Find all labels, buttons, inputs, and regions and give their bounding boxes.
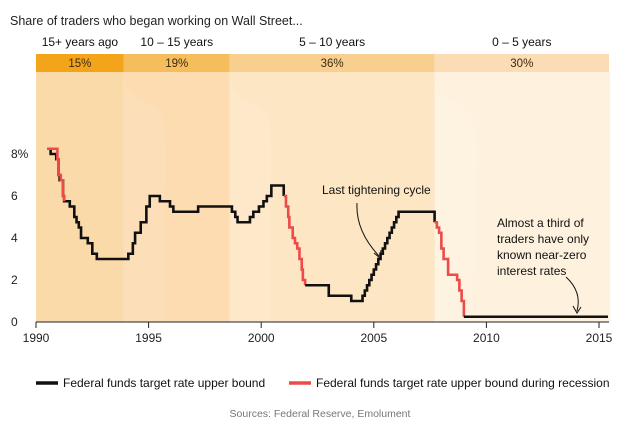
series-red-segment-1 <box>283 194 307 286</box>
legend-label-black: Federal funds target rate upper bound <box>63 376 265 390</box>
y-tick-label-1: 2 <box>11 273 18 287</box>
cohort-share-2: 36% <box>321 58 344 70</box>
y-tick-label-2: 4 <box>11 231 18 245</box>
cohort-share-3: 30% <box>510 58 533 70</box>
cohort-band-layer: 15% 15+ years ago 19% 10 – 15 years 36% 5 – 1… <box>36 35 609 72</box>
legend-label-red: Federal funds target rate upper bound du… <box>316 376 610 390</box>
x-tick-label-1: 1995 <box>135 331 162 345</box>
cohort-bg-0 <box>36 72 124 322</box>
cohort-label-2: 5 – 10 years <box>299 35 365 49</box>
x-tick-label-2: 2000 <box>248 331 275 345</box>
cohort-share-1: 19% <box>165 58 188 70</box>
x-tick-label-0: 1990 <box>23 331 50 345</box>
annotation-tightening-arrow <box>356 202 380 257</box>
annotation-zero-arrow <box>565 276 579 312</box>
cohort-band-2 <box>229 54 435 72</box>
y-tick-label-0: 0 <box>11 315 18 329</box>
cohort-bg-1 <box>123 72 230 322</box>
series-red-segment-early <box>47 147 66 202</box>
rate-lines <box>47 147 609 319</box>
series-red-segment-2 <box>434 220 466 317</box>
x-tick-label-3: 2005 <box>360 331 387 345</box>
cohort-share-0: 15% <box>68 58 91 70</box>
axis-layer: 1990 1995 2000 2005 2010 2015 0 2 4 6 8% <box>11 147 613 345</box>
cohort-bg-3 <box>434 72 609 322</box>
chart-title: Share of traders who began working on Wa… <box>10 14 303 28</box>
cohort-bg-2 <box>229 72 435 322</box>
cohort-band-3 <box>434 54 609 72</box>
source-note: Sources: Federal Reserve, Emolument <box>230 408 411 420</box>
annotation-zero-line-3: known near-zero <box>497 248 587 262</box>
series-black-segment-2 <box>305 210 436 303</box>
cohort-label-0: 15+ years ago <box>42 35 119 49</box>
y-tick-label-4: 8% <box>11 147 29 161</box>
y-tick-label-3: 6 <box>11 189 18 203</box>
annotation-zero-line-1: Almost a third of <box>497 216 584 230</box>
annotation-zero-line-4: interest rates <box>497 264 566 278</box>
annotation-tightening: Last tightening cycle <box>322 183 431 197</box>
cohort-band-1 <box>123 54 230 72</box>
cohort-band-0 <box>36 54 124 72</box>
annotation-zero-line-2: traders have only <box>497 232 589 246</box>
cohort-background-layer <box>36 72 611 322</box>
cohort-label-3: 0 – 5 years <box>492 35 551 49</box>
x-tick-label-4: 2010 <box>473 331 500 345</box>
x-tick-label-5: 2015 <box>586 331 613 345</box>
annotation-zero-arrowhead <box>572 305 582 314</box>
annotation-tightening-arrowhead <box>373 249 382 259</box>
cohort-label-1: 10 – 15 years <box>140 35 213 49</box>
